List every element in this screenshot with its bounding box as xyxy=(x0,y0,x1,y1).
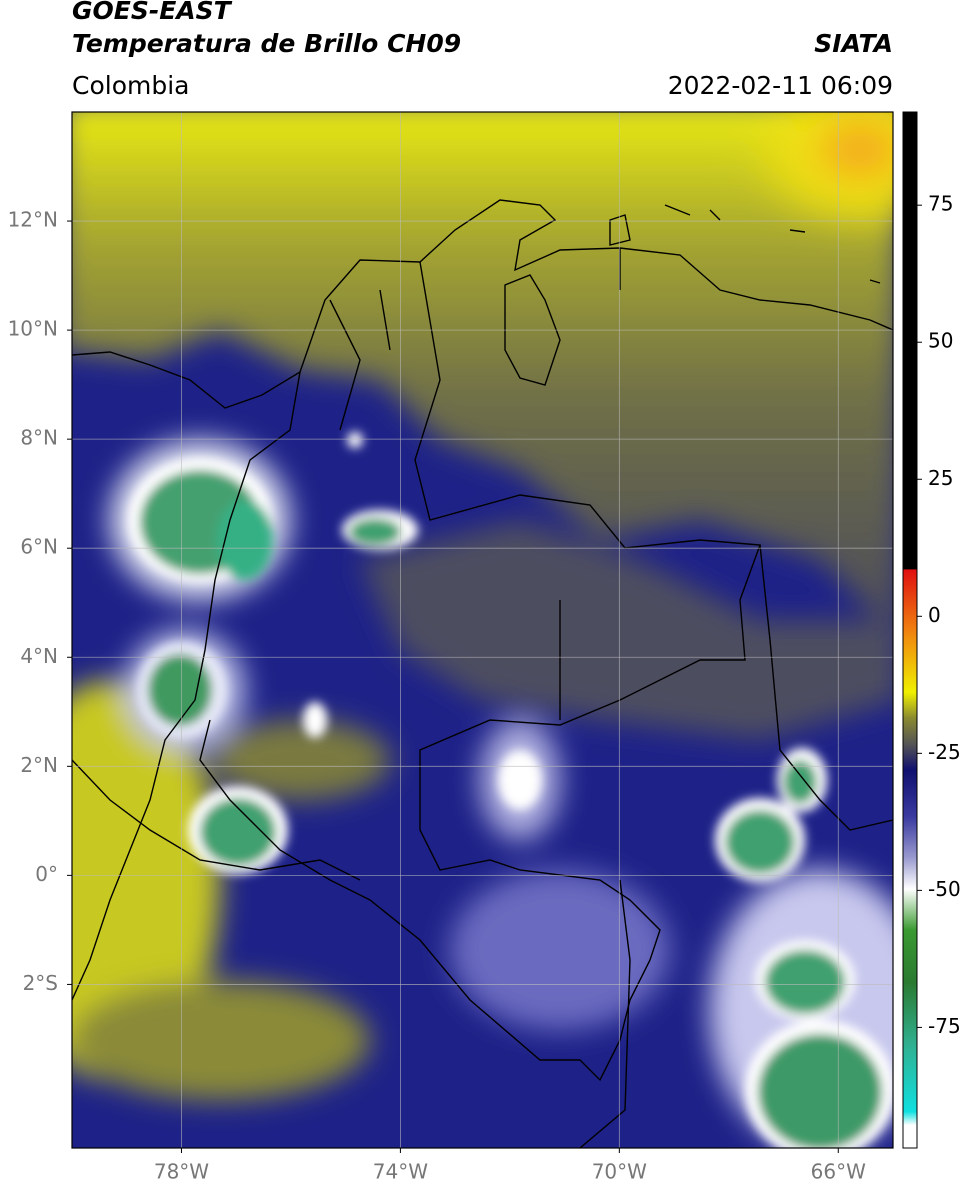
y-tick-label: 2°S xyxy=(23,971,58,995)
x-tick-label: 66°W xyxy=(811,1160,866,1184)
x-tick-label: 74°W xyxy=(373,1160,428,1184)
x-tick-label: 70°W xyxy=(592,1160,647,1184)
datetime: 2022-02-11 06:09 xyxy=(668,71,893,100)
source: SIATA xyxy=(814,29,893,58)
grid xyxy=(72,112,893,1148)
subtitle: Temperatura de Brillo CH09 xyxy=(72,29,461,58)
y-tick-label: 2°N xyxy=(20,753,58,777)
title: GOES-EAST xyxy=(72,0,233,25)
colorbar-tick-label: -25 xyxy=(928,740,961,764)
colorbar-tick-label: 25 xyxy=(928,466,953,490)
colorbar-tick-label: 50 xyxy=(928,329,953,353)
y-tick-label: 6°N xyxy=(20,535,58,559)
map-frame xyxy=(71,111,894,1149)
colorbar-tick-label: -75 xyxy=(928,1014,961,1038)
cloud-field xyxy=(72,112,893,1148)
colorbar-tick-label: 75 xyxy=(928,192,953,216)
y-tick-label: 8°N xyxy=(20,426,58,450)
colorbar xyxy=(902,111,918,1149)
y-tick-label: 12°N xyxy=(8,208,58,232)
region: Colombia xyxy=(72,71,189,100)
colorbar-tick-label: -50 xyxy=(928,877,961,901)
colorbar-tick-label: 0 xyxy=(928,603,941,627)
satellite-image xyxy=(72,112,893,1148)
convective-cells xyxy=(128,432,893,1148)
x-tick-label: 78°W xyxy=(154,1160,209,1184)
y-tick-label: 0° xyxy=(35,862,58,886)
y-tick-label: 10°N xyxy=(8,317,58,341)
y-tick-label: 4°N xyxy=(20,644,58,668)
